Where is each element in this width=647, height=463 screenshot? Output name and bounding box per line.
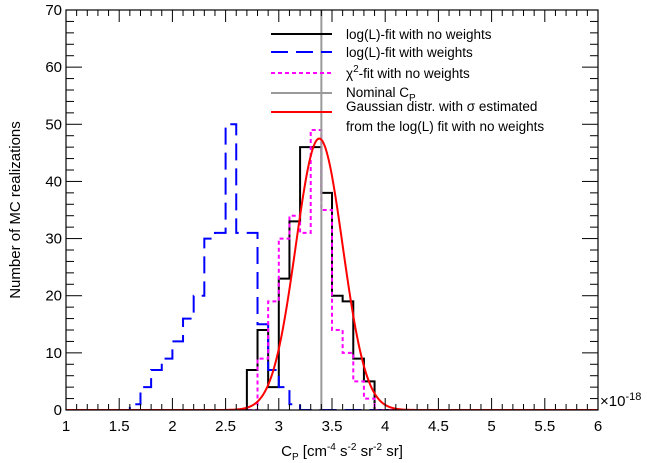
y-tick-label: 70 bbox=[45, 2, 62, 19]
legend: log(L)-fit with no weights log(L)-fit wit… bbox=[271, 27, 544, 134]
x-tick-label: 1.5 bbox=[109, 418, 130, 435]
axes: 1 1.5 2 2.5 3 3.5 4 4.5 5 5.5 6010203040506070×10-… bbox=[7, 2, 641, 463]
x-tick-label: 3.5 bbox=[322, 418, 343, 435]
x-tick-label: 4 bbox=[381, 418, 389, 435]
x-tick-label: 1 bbox=[62, 418, 70, 435]
x-tick-label: 5.5 bbox=[534, 418, 555, 435]
y-tick-label: 30 bbox=[45, 231, 62, 248]
series-clip-group bbox=[66, 10, 598, 410]
gaussian-curve bbox=[66, 137, 598, 410]
x-axis-multiplier: ×10-18 bbox=[600, 391, 641, 410]
y-tick-label: 0 bbox=[54, 402, 62, 419]
series-layer bbox=[66, 10, 598, 410]
legend-label-3: Nominal CP bbox=[346, 85, 416, 104]
y-tick-label: 50 bbox=[45, 116, 62, 133]
x-tick-label: 3 bbox=[275, 418, 283, 435]
y-tick-label: 60 bbox=[45, 59, 62, 76]
legend-label-2: χ2-fit with no weights bbox=[346, 64, 470, 81]
legend-label-4b: from the log(L) fit with no weights bbox=[346, 119, 544, 134]
x-tick-label: 2 bbox=[168, 418, 176, 435]
x-tick-label: 6 bbox=[594, 418, 602, 435]
x-tick-label: 2.5 bbox=[215, 418, 236, 435]
series-1-histogram bbox=[66, 123, 598, 410]
x-axis-title: CP [cm-4 s-2 sr-2 sr] bbox=[281, 442, 403, 463]
legend-label-0: log(L)-fit with no weights bbox=[346, 27, 492, 42]
x-tick-label: 4.5 bbox=[428, 418, 449, 435]
legend-label-1: log(L)-fit with weights bbox=[346, 45, 473, 60]
y-tick-label: 10 bbox=[45, 345, 62, 362]
y-tick-label: 40 bbox=[45, 173, 62, 190]
legend-label-4a: Gaussian distr. with σ estimated bbox=[346, 99, 537, 114]
x-tick-label: 5 bbox=[487, 418, 495, 435]
y-axis-title: Number of MC realizations bbox=[7, 121, 24, 299]
y-tick-label: 20 bbox=[45, 288, 62, 305]
